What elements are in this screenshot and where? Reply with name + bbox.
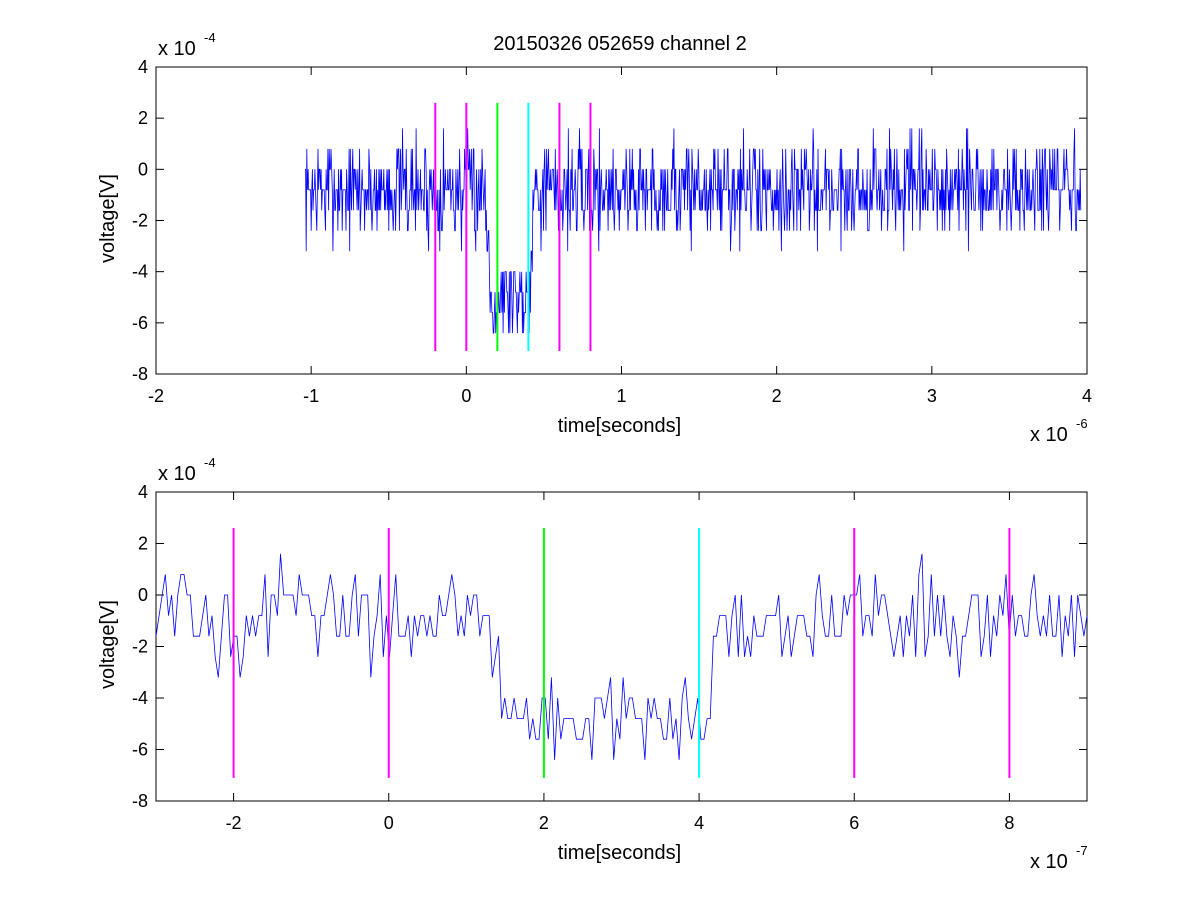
x-tick-label: 0 (461, 386, 471, 406)
x-tick-label: 0 (384, 813, 394, 833)
x-tick-label: 2 (772, 386, 782, 406)
x-tick-label: 8 (1004, 813, 1014, 833)
chart-title: 20150326 052659 channel 2 (493, 33, 747, 55)
y-tick-label: -8 (132, 791, 148, 811)
x-tick-label: 2 (539, 813, 549, 833)
x-exponent: -6 (1076, 416, 1088, 431)
x-axis-label: time[seconds] (558, 842, 681, 864)
y-multiplier: x 10 (158, 38, 196, 60)
y-multiplier: x 10 (158, 463, 196, 485)
bottom-plot: -2 0 2 4 6 8 4 2 0 -2 -4 -6 -8 time[seconds] voltage[V… (97, 455, 1088, 873)
signal-trace (155, 553, 1088, 760)
axes-box (155, 491, 1088, 802)
x-tick-label: -1 (303, 386, 319, 406)
y-tick-label: -8 (132, 364, 148, 384)
y-tick-label: 2 (138, 108, 148, 128)
x-tick-label: 6 (849, 813, 859, 833)
y-tick-label: -6 (132, 313, 148, 333)
y-tick-label: 4 (138, 57, 148, 77)
y-tick-label: -4 (132, 262, 148, 282)
top-plot: -2 -1 0 1 2 3 4 4 2 0 -2 -4 -6 -8 time[seconds] voltage… (97, 30, 1092, 446)
x-tick-label: 3 (927, 386, 937, 406)
y-tick-label: -4 (132, 688, 148, 708)
axes-box (155, 66, 1088, 375)
x-tick-label: -2 (148, 386, 164, 406)
y-tick-label: 0 (138, 585, 148, 605)
x-tick-label: 4 (694, 813, 704, 833)
y-tick-label: -6 (132, 740, 148, 760)
x-tick-label: -2 (226, 813, 242, 833)
y-tick-label: -2 (132, 637, 148, 657)
x-multiplier: x 10 (1030, 851, 1068, 873)
y-exponent: -4 (204, 455, 216, 470)
y-tick-label: 2 (138, 534, 148, 554)
x-tick-label: 1 (616, 386, 626, 406)
y-exponent: -4 (204, 30, 216, 45)
y-axis-label: voltage[V] (97, 174, 119, 263)
x-exponent: -7 (1076, 843, 1088, 858)
x-tick-label: 4 (1082, 386, 1092, 406)
y-tick-label: 4 (138, 482, 148, 502)
y-axis-label: voltage[V] (97, 600, 119, 689)
x-multiplier: x 10 (1030, 424, 1068, 446)
y-tick-label: -2 (132, 211, 148, 231)
y-tick-label: 0 (138, 159, 148, 179)
x-axis-label: time[seconds] (558, 415, 681, 437)
